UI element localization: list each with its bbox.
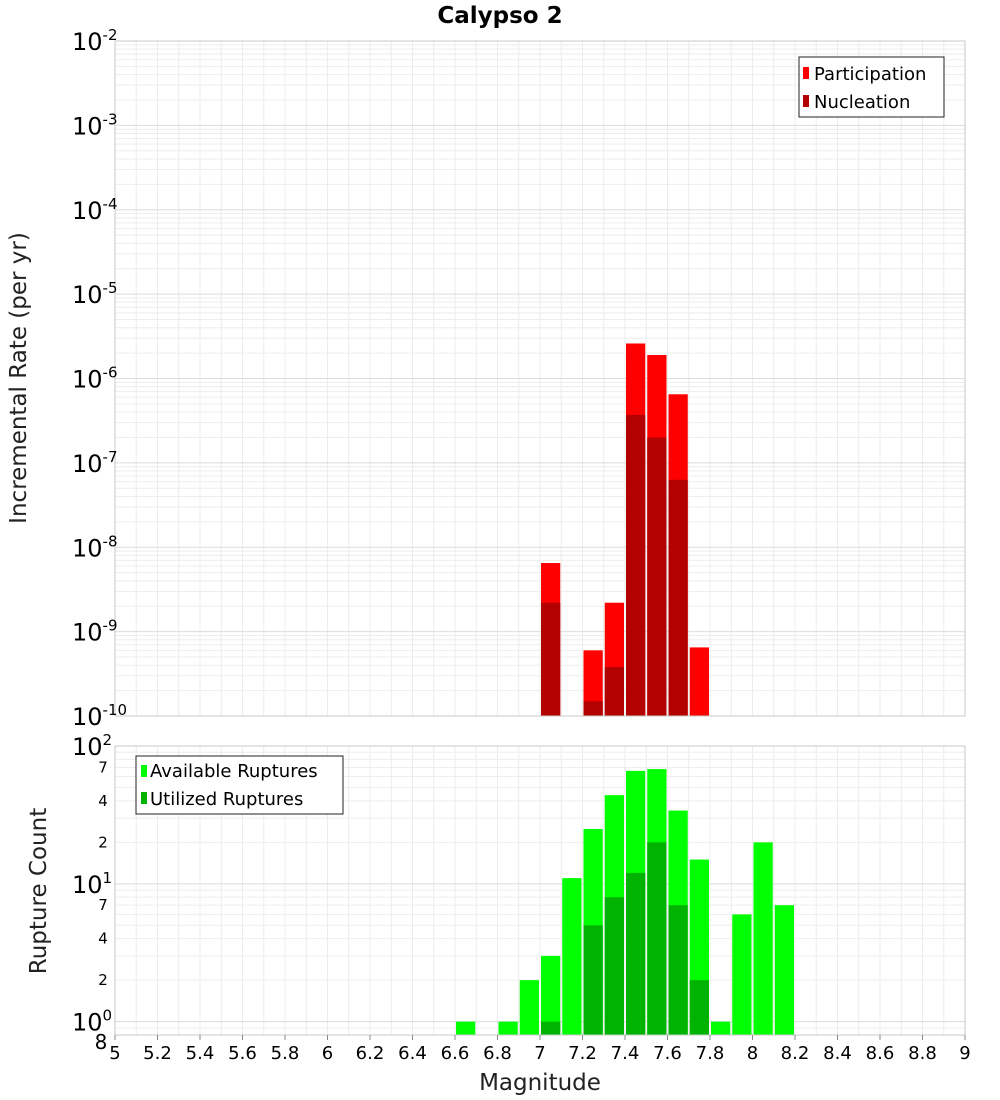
top-y-tick-label: 10-4: [72, 195, 118, 225]
bar-utilized-ruptures: [626, 872, 646, 1035]
top-y-tick-label: 10-6: [72, 364, 118, 394]
bottom-bars: [456, 769, 794, 1035]
bottom-legend-box: [135, 755, 344, 815]
x-tick-label: 8: [747, 1043, 758, 1064]
x-tick-label: 7.6: [653, 1043, 682, 1064]
bar-available-ruptures: [519, 980, 539, 1035]
bar-available-ruptures: [732, 914, 752, 1035]
legend-label-participation: Participation: [814, 64, 926, 85]
top-y-tick-label: 10-3: [72, 110, 118, 140]
x-tick-label: 7.2: [568, 1043, 597, 1064]
x-tick-label: 5: [109, 1043, 120, 1064]
bar-available-ruptures: [498, 1021, 518, 1035]
bar-nucleation: [626, 414, 646, 716]
x-ticks: 5 5.2 5.4 5.6 5.8 6 6.2 6.4 6.6 6.8 7 7.2 7.4 7.6 7.8 8…: [109, 1035, 971, 1064]
legend-label-available: Available Ruptures: [150, 761, 318, 782]
top-plot-border: [114, 40, 966, 717]
x-tick-label: 8.8: [908, 1043, 937, 1064]
x-tick-label: 8.6: [866, 1043, 895, 1064]
bar-available-ruptures: [541, 955, 561, 1035]
bottom-y-tick-label: 101: [72, 869, 112, 899]
legend-swatch-nucleation: [803, 95, 809, 107]
legend-label-nucleation: Nucleation: [814, 92, 910, 113]
bottom-y-minor-tick-label: 7: [98, 758, 108, 776]
x-tick-label: 7: [534, 1043, 545, 1064]
top-bars: [541, 343, 709, 716]
bottom-y-minor-tick-label: 4: [98, 792, 108, 810]
top-y-tick-label: 10-9: [72, 617, 118, 647]
top-grid: [114, 41, 966, 717]
x-tick-label: 5.2: [143, 1043, 172, 1064]
bar-utilized-ruptures: [647, 842, 667, 1035]
bottom-y-minor-tick-label: 7: [98, 896, 108, 914]
x-tick-label: 7.8: [696, 1043, 725, 1064]
bottom-legend: Available Ruptures Utilized Ruptures: [135, 755, 344, 815]
bottom-y-minor-tick-label: 4: [98, 930, 108, 948]
x-tick-label: 7.4: [611, 1043, 640, 1064]
bar-utilized-ruptures: [541, 1021, 561, 1035]
bar-nucleation: [583, 701, 603, 716]
bottom-y-minor-tick-label: 8: [95, 1030, 108, 1054]
legend-swatch-available: [141, 765, 147, 777]
top-y-axis-label: Incremental Rate (per yr): [6, 232, 32, 524]
top-y-tick-label: 10-7: [72, 448, 118, 478]
bar-available-ruptures: [562, 878, 582, 1035]
chart-title: Calypso 2: [437, 3, 562, 29]
x-tick-label: 9: [959, 1043, 970, 1064]
bar-nucleation: [541, 602, 561, 716]
x-tick-label: 5.4: [186, 1043, 215, 1064]
bottom-y-tick-label: 102: [72, 731, 112, 761]
bottom-y-ticks: 102 101 100 7 4 2 7 4 2 8: [72, 731, 112, 1054]
x-tick-label: 8.2: [781, 1043, 810, 1064]
top-y-tick-label: 10-10: [72, 701, 127, 731]
bar-utilized-ruptures: [668, 905, 688, 1035]
x-tick-label: 5.6: [228, 1043, 257, 1064]
x-tick-label: 6.4: [398, 1043, 427, 1064]
bar-participation: [583, 650, 603, 716]
x-tick-label: 5.8: [271, 1043, 300, 1064]
bar-nucleation: [647, 437, 667, 716]
bar-available-ruptures: [753, 842, 773, 1035]
bottom-y-tick-label: 100: [72, 1007, 112, 1037]
top-y-tick-label: 10-2: [72, 26, 118, 56]
x-tick-label: 6.2: [356, 1043, 385, 1064]
x-tick-label: 6.8: [483, 1043, 512, 1064]
bar-participation: [689, 647, 709, 716]
x-tick-label: 6.6: [441, 1043, 470, 1064]
bottom-y-axis-label: Rupture Count: [26, 808, 52, 974]
top-y-ticks: 10-2 10-3 10-4 10-5 10-6 10-7 10-8 10-9 10-10: [72, 26, 127, 731]
x-tick-label: 8.4: [823, 1043, 852, 1064]
bar-available-ruptures: [774, 905, 794, 1035]
bar-available-ruptures: [456, 1021, 476, 1035]
x-tick-label: 6: [322, 1043, 333, 1064]
bar-utilized-ruptures: [583, 925, 603, 1035]
legend-swatch-utilized: [141, 792, 147, 804]
top-legend-box: [798, 56, 945, 118]
bottom-y-minor-tick-label: 2: [98, 971, 108, 989]
top-legend: Participation Nucleation: [798, 56, 945, 118]
legend-swatch-participation: [803, 67, 809, 79]
bar-nucleation: [668, 479, 688, 716]
top-y-tick-label: 10-5: [72, 279, 118, 309]
top-y-tick-label: 10-8: [72, 532, 118, 562]
bottom-y-minor-tick-label: 2: [98, 833, 108, 851]
legend-label-utilized: Utilized Ruptures: [150, 789, 303, 810]
bar-nucleation: [604, 667, 624, 716]
bar-utilized-ruptures: [604, 897, 624, 1035]
bar-utilized-ruptures: [689, 980, 709, 1035]
x-axis-label: Magnitude: [479, 1070, 601, 1096]
bar-available-ruptures: [711, 1021, 731, 1035]
